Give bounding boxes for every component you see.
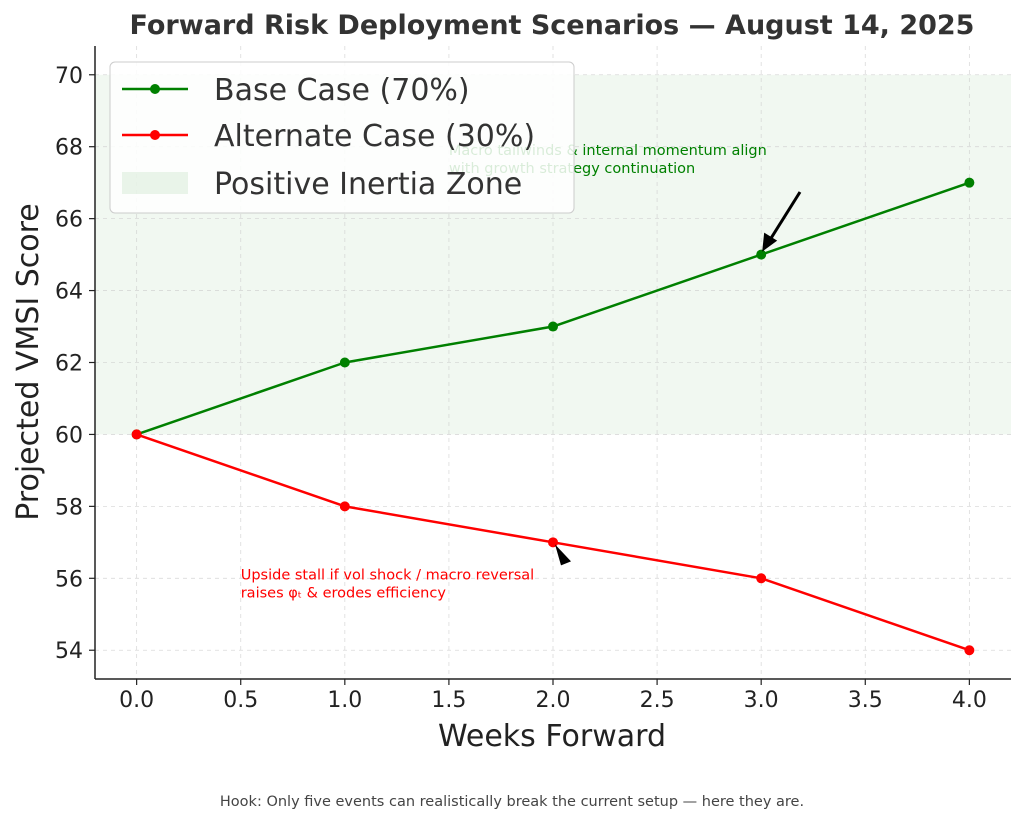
y-tick-label: 58 <box>55 495 83 520</box>
legend-swatch-marker <box>150 84 160 94</box>
annotation-arrowhead <box>555 544 571 566</box>
x-tick-label: 1.0 <box>327 688 362 713</box>
annotation-text-1: Upside stall if vol shock / macro revers… <box>241 567 534 601</box>
annotation-arrow-shaft <box>768 191 802 241</box>
x-tick-label: 1.5 <box>431 688 466 713</box>
y-tick-label: 70 <box>55 64 83 89</box>
y-axis-label: Projected VMSI Score <box>11 203 46 521</box>
y-tick-label: 66 <box>55 208 83 233</box>
x-axis-label: Weeks Forward <box>438 719 666 754</box>
axes-layer: 0.0 0.5 1.0 1.5 2.0 2.5 3.0 3.5 4.0 54 56 58 60 62 64 6… <box>55 46 1011 713</box>
series-layer <box>131 177 975 656</box>
legend-swatch-patch <box>122 172 188 194</box>
annotation-line: raises φₜ & erodes efficiency <box>241 585 447 601</box>
y-tick-label: 68 <box>55 136 83 161</box>
chart: Macro tailwinds & internal momentum alig… <box>11 10 1011 754</box>
x-tick-label: 0.5 <box>223 688 258 713</box>
data-point <box>339 501 350 512</box>
legend-box <box>109 61 575 214</box>
data-point <box>756 573 767 584</box>
y-tick-label: 56 <box>55 567 83 592</box>
data-point <box>756 249 767 260</box>
legend-label-1: Alternate Case (30%) <box>214 119 535 154</box>
data-point <box>548 537 558 548</box>
footer-hook-text: Hook: Only five events can realistically… <box>219 794 805 810</box>
annotation-arrowhead <box>762 232 778 252</box>
data-point <box>131 429 142 440</box>
data-point <box>339 357 350 368</box>
y-tick-label: 54 <box>55 639 83 664</box>
legend: Base Case (70%) Alternate Case (30%) Posit… <box>109 61 575 214</box>
x-tick-label: 4.0 <box>952 688 987 713</box>
legend-label-2: Positive Inertia Zone <box>214 167 522 202</box>
annotation-line: Upside stall if vol shock / macro revers… <box>241 567 534 583</box>
legend-swatch-marker <box>150 130 160 140</box>
x-tick-label: 3.0 <box>744 688 779 713</box>
chart-title: Forward Risk Deployment Scenarios — Augu… <box>130 10 975 41</box>
data-point <box>964 645 975 656</box>
data-point <box>548 321 558 332</box>
legend-label-0: Base Case (70%) <box>214 73 470 108</box>
y-tick-label: 62 <box>55 352 83 377</box>
x-tick-label: 2.5 <box>640 688 675 713</box>
y-tick-label: 60 <box>55 423 83 448</box>
y-tick-label: 64 <box>55 280 83 305</box>
x-tick-label: 2.0 <box>536 688 571 713</box>
x-tick-label: 3.5 <box>848 688 883 713</box>
x-tick-label: 0.0 <box>119 688 154 713</box>
data-point <box>964 177 975 188</box>
